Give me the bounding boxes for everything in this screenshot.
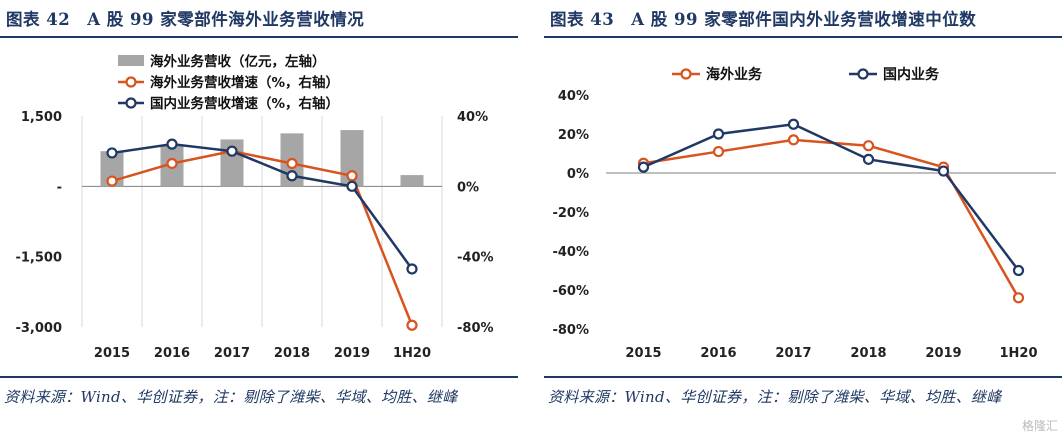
legend-label: 国内业务 [883,66,940,83]
data-point [712,145,725,158]
data-point [286,170,298,182]
right-tick-label: -40% [457,251,494,266]
x-tick-label: 2017 [775,346,811,361]
y-tick-label: -80% [552,323,589,338]
x-tick-label: 2019 [334,346,370,361]
source-note: 资料来源：Wind、华创证券，注：剔除了潍柴、华域、均胜、继峰 [548,388,1002,406]
y-tick-label: -60% [552,284,589,299]
data-point [106,147,118,159]
data-point [106,175,118,187]
data-point [406,263,418,275]
data-point [787,118,800,130]
x-tick-label: 2015 [94,346,130,361]
data-point [862,140,875,152]
x-tick-label: 1H20 [393,346,431,361]
y-tick-label: 20% [558,128,589,143]
title-rule [0,36,518,38]
legend-marker [125,76,137,88]
data-point [406,319,418,331]
y-tick-label: 40% [558,89,589,104]
bar [340,130,364,187]
x-tick-label: 2015 [625,346,661,361]
legend-label: 海外业务营收（亿元，左轴） [150,53,326,70]
left-tick-label: - [57,180,62,195]
x-tick-label: 2018 [850,346,886,361]
source-rule [0,376,518,378]
chart-title: 图表 42 A 股 99 家零部件海外业务营收情况 [6,10,365,29]
title-rule [544,36,1062,38]
data-point [346,170,358,182]
legend-label: 海外业务营收增速（%，右轴） [150,74,339,91]
data-point [286,157,298,170]
source-note: 资料来源：Wind、华创证券，注：剔除了潍柴、华域、均胜、继峰 [4,388,458,406]
bar [100,151,124,187]
left-tick-label: 1,500 [21,110,62,125]
legend-swatch [118,55,144,66]
legend-label: 海外业务 [706,66,763,83]
y-tick-label: -40% [552,245,589,260]
right-tick-label: 0% [457,180,479,195]
chart-panel-42: 图表 42 A 股 99 家零部件海外业务营收情况 1,500 - -1,500 -3… [0,0,520,438]
right-tick-label: 40% [457,110,488,125]
series-line [642,122,1020,272]
data-point [166,138,178,150]
x-tick-label: 2018 [274,346,310,361]
x-tick-label: 2017 [214,346,250,361]
legend-marker [857,68,869,80]
left-tick-label: -1,500 [15,251,62,266]
source-rule [544,376,1062,378]
data-point [862,153,875,165]
data-point [346,180,358,192]
line-chart: 40% 20% 0% -20% -40% -60% -80% 2015 2016 2017 2018… [552,66,1056,361]
bar [400,175,424,187]
series-line [111,142,414,270]
legend-marker [125,97,137,109]
x-tick-label: 2019 [925,346,961,361]
right-tick-label: -80% [457,321,494,336]
chart-title: 图表 43 A 股 99 家零部件国内外业务营收增速中位数 [550,10,977,29]
data-point [712,128,725,140]
watermark-logo: 格隆汇 [1021,419,1058,433]
bar-line-chart: 1,500 - -1,500 -3,000 40% 0% -40% -80% 2015 2016 2… [15,53,494,361]
data-point [226,145,238,157]
data-point [937,165,950,177]
chart-panel-43: 图表 43 A 股 99 家零部件国内外业务营收增速中位数 40% 20% 0% -2… [544,0,1064,438]
x-tick-label: 2016 [154,346,190,361]
x-tick-label: 1H20 [999,346,1037,361]
data-point [787,134,800,146]
data-point [637,161,650,173]
x-tick-label: 2016 [700,346,736,361]
y-tick-label: 0% [567,167,589,182]
legend-label: 国内业务营收增速（%，右轴） [150,95,339,112]
data-point [1012,292,1025,304]
data-point [166,157,178,170]
legend-marker [680,68,692,80]
series-line [643,138,1020,299]
left-tick-label: -3,000 [15,321,62,336]
y-tick-label: -20% [552,206,589,221]
data-point [1012,264,1025,277]
